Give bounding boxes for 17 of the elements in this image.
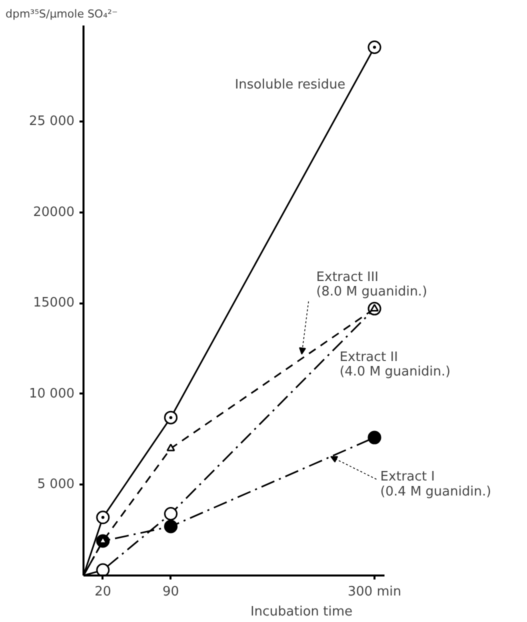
y-tick-label: 15000	[33, 296, 75, 311]
y-tick-label: 10 000	[29, 386, 75, 402]
text: Extract I	[380, 470, 435, 485]
x-axis-title: Incubation time	[250, 604, 353, 620]
series-label: Insoluble residue	[234, 78, 346, 93]
series-label: Extract III	[316, 270, 378, 286]
x-tick-label: 20	[94, 584, 112, 600]
x-tick-label: 90	[162, 584, 180, 600]
y-tick-label: 5 000	[37, 477, 74, 492]
annotation: (0.4 M guanidin.)	[380, 484, 492, 500]
y-axis-title: dpm³⁵S/µmole SO₄²⁻	[6, 8, 118, 20]
x-tick-label: 300 min	[348, 584, 402, 600]
annotation: (4.0 M guanidin.)	[340, 364, 450, 380]
annotation: (8.0 M guanidin.)	[316, 284, 428, 300]
y-tick-label: 20000	[33, 204, 75, 220]
series-label: Extract II	[340, 350, 398, 365]
y-tick-label: 25 000	[29, 114, 75, 130]
